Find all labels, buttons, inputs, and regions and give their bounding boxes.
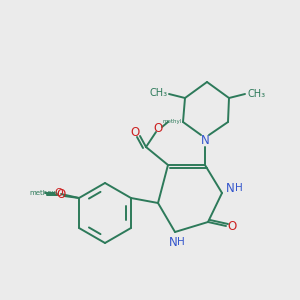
Text: N: N (226, 182, 234, 194)
Text: CH₃: CH₃ (248, 89, 266, 99)
Text: H: H (177, 237, 185, 247)
Text: O: O (153, 122, 163, 136)
Text: O: O (55, 188, 63, 198)
Text: methyl: methyl (162, 118, 182, 124)
Text: H: H (235, 183, 243, 193)
Text: N: N (201, 134, 209, 146)
Text: O: O (130, 125, 140, 139)
Text: N: N (169, 236, 177, 248)
Text: methoxy: methoxy (30, 190, 60, 196)
Text: O: O (227, 220, 237, 233)
Text: O: O (56, 188, 66, 202)
Text: CH₃: CH₃ (150, 88, 168, 98)
